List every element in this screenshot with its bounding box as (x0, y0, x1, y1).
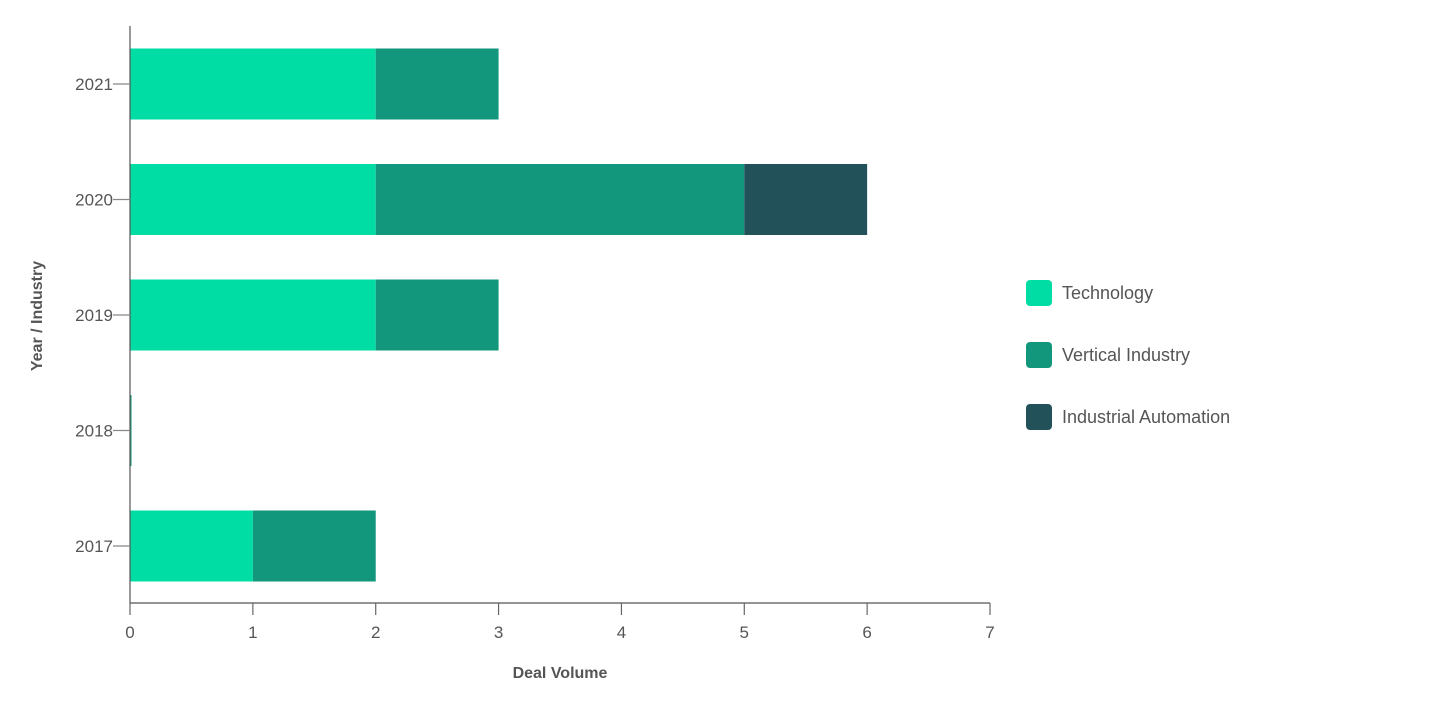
x-tick-label: 3 (494, 623, 503, 642)
legend-swatch (1026, 342, 1052, 368)
y-tick-label: 2021 (75, 75, 113, 94)
y-tick-label: 2018 (75, 422, 113, 441)
x-tick-label: 0 (125, 623, 134, 642)
x-tick-label: 5 (740, 623, 749, 642)
x-axis-title: Deal Volume (513, 665, 608, 682)
y-tick-label: 2019 (75, 306, 113, 325)
x-tick-label: 2 (371, 623, 380, 642)
x-ticks: 0 1 2 3 4 5 6 7 (125, 603, 995, 642)
y-axis-title: Year / Industry (29, 261, 46, 371)
y-tick-label: 2017 (75, 537, 113, 556)
x-tick-label: 7 (985, 623, 994, 642)
bars-layer (130, 48, 868, 582)
bar-2020-series-0 (130, 164, 376, 235)
bar-2017-series-0 (130, 510, 253, 582)
y-tick-label: 2020 (75, 191, 113, 210)
bar-2019-series-0 (130, 279, 376, 351)
y-ticks: 2021 2020 2019 2018 2017 (75, 75, 130, 556)
legend-swatch (1026, 404, 1052, 430)
bar-2020-series-1 (375, 164, 745, 235)
bar-2018-series-1 (130, 395, 132, 466)
legend-label: Technology (1062, 283, 1153, 303)
x-tick-label: 6 (862, 623, 871, 642)
legend-swatch (1026, 280, 1052, 306)
legend: Technology Vertical Industry Industrial Au… (1026, 280, 1230, 430)
bar-2021-series-0 (130, 48, 376, 120)
legend-item: Technology (1026, 280, 1153, 306)
bar-2017-series-1 (252, 510, 376, 582)
bar-2021-series-1 (375, 48, 499, 120)
legend-label: Industrial Automation (1062, 407, 1230, 427)
legend-item: Industrial Automation (1026, 404, 1230, 430)
legend-item: Vertical Industry (1026, 342, 1190, 368)
legend-label: Vertical Industry (1062, 345, 1190, 365)
x-tick-label: 1 (248, 623, 257, 642)
bar-2020-series-2 (744, 164, 868, 235)
bar-2019-series-1 (375, 279, 499, 351)
x-tick-label: 4 (617, 623, 626, 642)
